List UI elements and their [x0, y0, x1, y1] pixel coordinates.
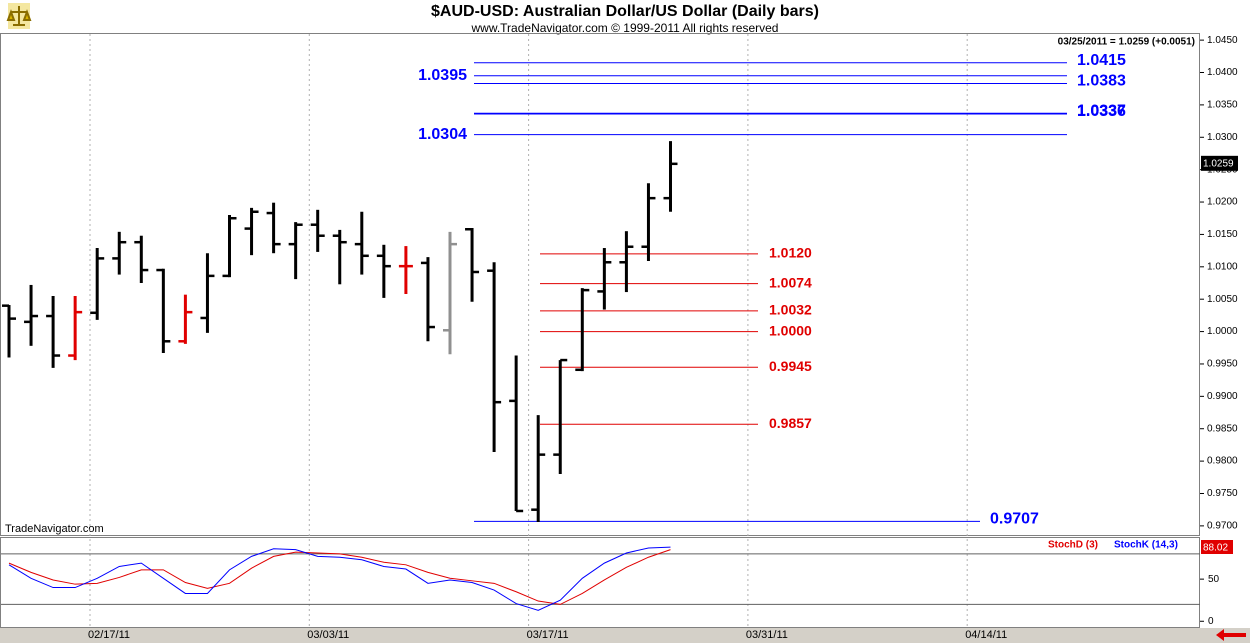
watermark: TradeNavigator.com	[5, 523, 104, 535]
y-tick-label: 0	[1208, 616, 1214, 627]
y-tick-label: 0.9800	[1207, 456, 1238, 467]
last-value-box	[1201, 540, 1233, 554]
y-tick-label: 50	[1208, 574, 1220, 585]
y-tick-label: 0.9750	[1207, 488, 1238, 499]
retracement-label: 1.0074	[769, 274, 812, 290]
date-axis-bg	[0, 628, 1250, 643]
y-tick-label: 0.9950	[1207, 359, 1238, 370]
y-tick-label: 0.9700	[1207, 521, 1238, 532]
y-tick-label: 1.0350	[1207, 100, 1238, 111]
last-price-box	[1201, 155, 1238, 171]
y-tick-label: 1.0450	[1207, 35, 1238, 46]
stoch-line	[8, 546, 671, 611]
retracement-label: 0.9945	[769, 358, 812, 374]
scroll-arrow[interactable]	[1216, 629, 1246, 641]
x-tick-label: 03/03/11	[307, 629, 349, 641]
last-price-label: 1.0259	[1203, 158, 1234, 169]
last-value-label: 88.02	[1203, 543, 1228, 554]
legend-entry: StochD (3)	[1048, 540, 1098, 551]
x-tick-label: 03/31/11	[746, 629, 788, 641]
x-tick-label: 02/17/11	[88, 629, 130, 641]
chart-title: $AUD-USD: Australian Dollar/US Dollar (D…	[431, 3, 819, 20]
y-tick-label: 1.0200	[1207, 197, 1238, 208]
logo	[6, 3, 32, 29]
main-panel-border	[0, 33, 1200, 536]
fib-label: 0.9707	[990, 511, 1039, 528]
fib-label: 1.0395	[418, 67, 467, 84]
y-tick-label: 0.9850	[1207, 423, 1238, 434]
y-tick-label: 1.0100	[1207, 261, 1238, 272]
retracement-label: 1.0120	[769, 245, 812, 261]
stoch-panel-border	[0, 537, 1200, 628]
logo-icon	[6, 6, 32, 26]
y-tick-label: 1.0150	[1207, 229, 1238, 240]
subtitle: www.TradeNavigator.com © 1999-2011 All r…	[471, 21, 779, 35]
legend-entry: StochK (14,3)	[1114, 540, 1178, 551]
y-tick-label: 0.9900	[1207, 391, 1238, 402]
fib-label: 1.0336	[1077, 103, 1126, 120]
plot-layer: 02/17/11 03/03/11 03/17/11 03/31/11 04/14/11…	[1, 34, 1238, 641]
y-tick-label: 1.0000	[1207, 326, 1238, 337]
fib-label: 1.0415	[1077, 52, 1126, 69]
y-tick-label: 1.0300	[1207, 132, 1238, 143]
x-tick-label: 03/17/11	[527, 629, 569, 641]
retracement-label: 1.0032	[769, 302, 812, 318]
fib-label: 1.0304	[418, 126, 467, 143]
fib-label: 1.0383	[1077, 73, 1126, 90]
x-tick-label: 04/14/11	[965, 629, 1007, 641]
retracement-label: 1.0000	[769, 322, 812, 338]
stoch-line	[8, 549, 671, 605]
retracement-label: 0.9857	[769, 415, 812, 431]
y-tick-label: 1.0400	[1207, 67, 1238, 78]
status: 03/25/2011 = 1.0259 (+0.0051)	[1058, 37, 1195, 48]
fib-label: 1.0337	[1077, 103, 1126, 120]
y-tick-label: 1.0050	[1207, 294, 1238, 305]
